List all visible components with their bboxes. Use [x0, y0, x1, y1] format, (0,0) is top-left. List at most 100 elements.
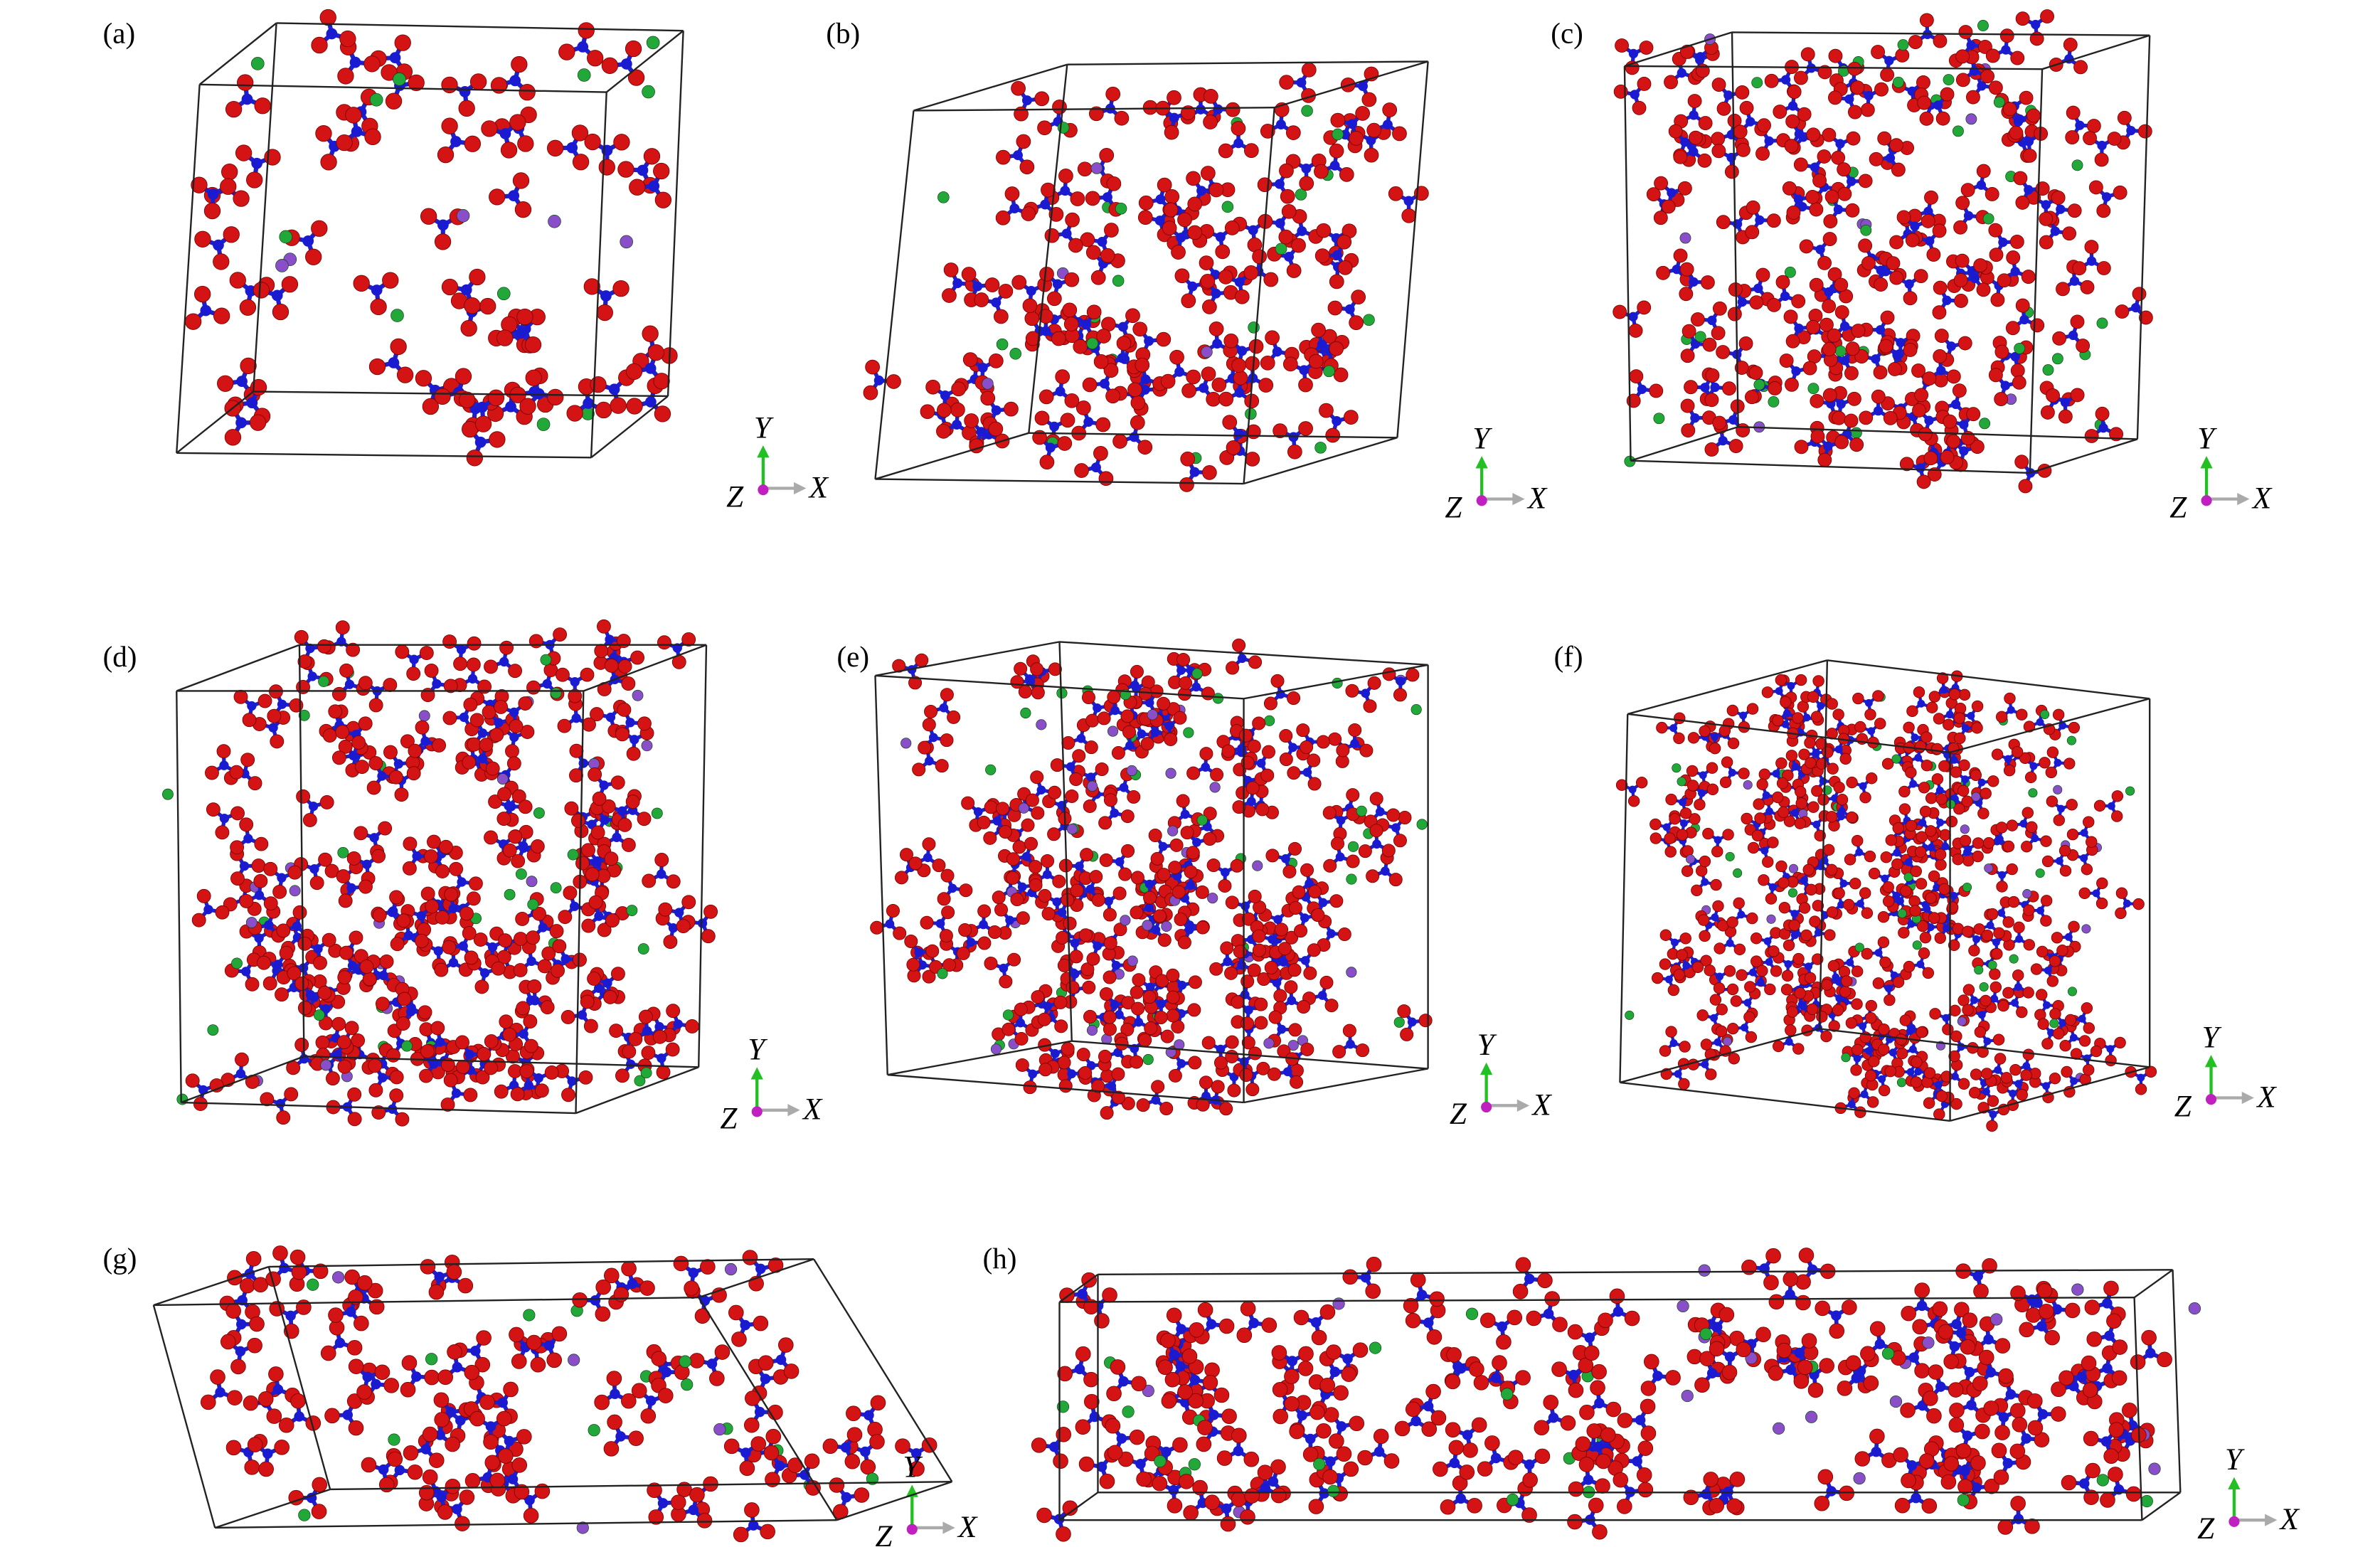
atom-nitrogen: [1177, 980, 1187, 990]
atom-oxygen: [1679, 44, 1694, 59]
atom-oxygen: [403, 836, 418, 851]
atom-nitrogen: [2097, 140, 2107, 151]
atom-oxygen: [1802, 361, 1817, 376]
atom-oxygen: [489, 188, 506, 206]
atom-oxygen: [1300, 740, 1314, 754]
atom-oxygen: [467, 737, 482, 752]
cation-green: [1221, 201, 1234, 213]
atom-nitrogen: [1873, 405, 1884, 416]
atom-oxygen: [1239, 1068, 1253, 1082]
atom-nitrogen: [2024, 185, 2034, 195]
atom-oxygen: [2010, 363, 2025, 378]
atom-oxygen: [1051, 331, 1066, 346]
atom-oxygen: [287, 865, 302, 880]
box-edge: [2029, 438, 2138, 474]
atom-oxygen: [1733, 124, 1748, 139]
atom-oxygen: [246, 171, 263, 188]
atom-oxygen: [1131, 1001, 1145, 1016]
atom-oxygen: [1112, 434, 1127, 449]
atom-nitrogen: [1336, 815, 1346, 825]
atom-oxygen: [569, 743, 584, 758]
atom-oxygen: [1166, 1009, 1180, 1023]
atom-oxygen: [995, 210, 1011, 225]
atom-oxygen: [1010, 675, 1024, 689]
atom-oxygen: [610, 967, 625, 982]
atom-nitrogen: [247, 701, 257, 711]
axis-triad: YZ X: [720, 1033, 823, 1136]
atom-oxygen: [518, 696, 533, 711]
atom-oxygen: [1722, 381, 1736, 396]
atom-nitrogen: [644, 363, 657, 374]
atom-oxygen: [381, 64, 398, 81]
atom-oxygen: [1138, 686, 1152, 701]
atom-oxygen: [2039, 235, 2054, 250]
atom-oxygen: [653, 162, 670, 180]
atom-nitrogen: [326, 28, 338, 40]
atom-oxygen: [422, 398, 440, 415]
atom-oxygen: [1932, 223, 1947, 238]
atom-oxygen: [1871, 45, 1886, 60]
atom-oxygen: [1215, 244, 1231, 260]
atom-oxygen: [1926, 248, 1941, 262]
atom-nitrogen: [405, 1006, 416, 1016]
atom-oxygen: [1120, 809, 1135, 824]
cation-purple: [1263, 1038, 1275, 1049]
atom-oxygen: [1164, 732, 1178, 746]
atom-oxygen: [439, 839, 453, 854]
atom-oxygen: [515, 912, 530, 926]
atom-oxygen: [1290, 1075, 1304, 1089]
atom-oxygen: [1844, 413, 1859, 428]
atom-oxygen: [1308, 353, 1324, 369]
atom-nitrogen: [351, 126, 363, 137]
atom-oxygen: [573, 952, 587, 967]
atom-oxygen: [1864, 850, 1876, 863]
atom-oxygen: [386, 1048, 400, 1063]
atom-nitrogen: [1855, 848, 1864, 856]
atom-oxygen: [1031, 990, 1045, 1004]
atom-oxygen: [477, 1046, 492, 1061]
atom-oxygen: [676, 919, 691, 933]
atom-oxygen: [1918, 427, 1933, 442]
atom-oxygen: [1016, 911, 1030, 925]
atom-nitrogen: [1070, 969, 1080, 979]
atom-oxygen: [221, 164, 238, 181]
atom-nitrogen: [1628, 48, 1639, 59]
atom-oxygen: [1279, 163, 1294, 179]
atom-nitrogen: [477, 728, 488, 738]
atom-nitrogen: [1884, 55, 1894, 65]
atom-oxygen: [1288, 1023, 1302, 1037]
cation-green: [1183, 727, 1194, 738]
atom-nitrogen: [371, 285, 383, 296]
atom-oxygen: [1062, 302, 1078, 318]
atom-nitrogen: [1346, 1039, 1355, 1049]
box-edge: [1243, 107, 1275, 484]
atom-oxygen: [455, 1060, 470, 1074]
atom-oxygen: [1827, 328, 1842, 343]
atom-oxygen: [1822, 342, 1837, 356]
atom-oxygen: [1933, 280, 1948, 295]
z-axis-dot: [1481, 1101, 1492, 1113]
atom-oxygen: [1824, 189, 1839, 204]
cation-green: [1009, 348, 1021, 360]
atom-oxygen: [2006, 250, 2021, 265]
atom-oxygen: [1874, 82, 1888, 97]
atom-oxygen: [983, 831, 997, 845]
atom-nitrogen: [1933, 100, 1943, 110]
atom-oxygen: [551, 963, 565, 978]
atom-oxygen: [571, 124, 589, 142]
atom-oxygen: [1794, 440, 1809, 454]
atom-oxygen: [1854, 349, 1869, 364]
atom-oxygen: [1103, 363, 1119, 378]
atom-oxygen: [1039, 454, 1055, 470]
atom-nitrogen: [515, 327, 527, 339]
atom-nitrogen: [1810, 162, 1820, 172]
cation-purple: [901, 738, 912, 749]
atom-oxygen: [434, 388, 451, 405]
atom-oxygen: [1209, 962, 1223, 976]
cation-green: [550, 687, 562, 699]
atom-nitrogen: [642, 1026, 652, 1036]
atom-nitrogen: [1976, 180, 1987, 190]
atom-oxygen: [1673, 149, 1688, 164]
atom-oxygen: [402, 861, 417, 876]
atom-oxygen: [920, 404, 935, 420]
